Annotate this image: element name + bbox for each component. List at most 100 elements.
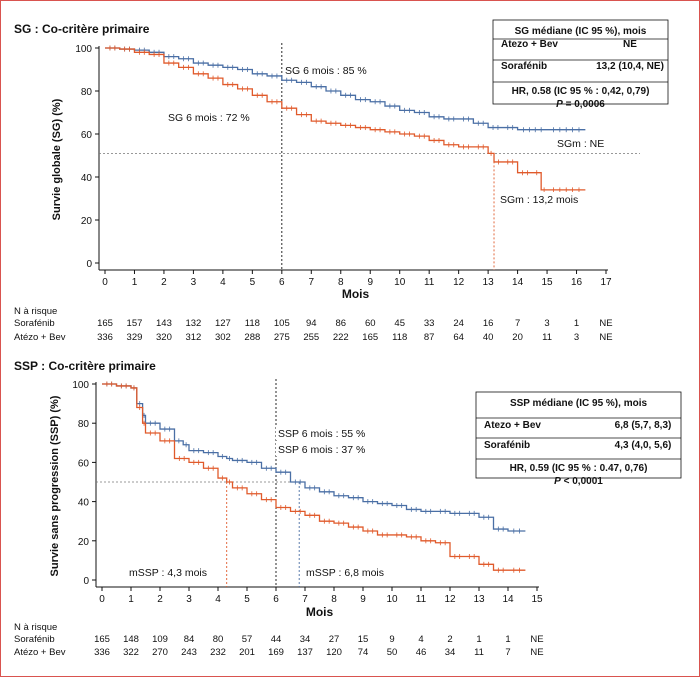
risk-cell: 2 (447, 634, 452, 645)
risk-cell: 270 (152, 647, 168, 658)
stats-row-value: 6,8 (5,7, 8,3) (615, 420, 672, 431)
risk-row-label: Atézo + Bev (14, 332, 66, 343)
stats-box (492, 19, 669, 105)
risk-cell: 322 (123, 647, 139, 658)
x-tick-label: 2 (161, 277, 167, 288)
risk-cell: 34 (445, 647, 456, 658)
risk-cell: 87 (424, 332, 435, 343)
x-tick-label: 1 (128, 594, 134, 605)
x-tick-label: 6 (279, 277, 285, 288)
x-tick-label: 12 (453, 277, 465, 288)
p-value: P = 0,0006 (556, 99, 605, 110)
risk-cell: 222 (333, 332, 349, 343)
risk-cell: 27 (329, 634, 340, 645)
stats-row-label: Sorafénib (484, 440, 530, 451)
risk-cell: 109 (152, 634, 168, 645)
risk-cell: 34 (300, 634, 311, 645)
risk-cell: NE (599, 318, 612, 329)
risk-cell: 120 (326, 647, 342, 658)
p-value: P < 0,0001 (554, 476, 603, 487)
risk-cell: 86 (335, 318, 346, 329)
risk-cell: 105 (274, 318, 290, 329)
x-tick-label: 5 (244, 594, 250, 605)
x-tick-label: 17 (600, 277, 612, 288)
curve-annotation: SGm : NE (557, 138, 604, 150)
risk-cell: 84 (184, 634, 195, 645)
km-curve-sorafenib (105, 47, 586, 191)
x-tick-label: 9 (360, 594, 366, 605)
y-tick-label: 40 (78, 498, 90, 509)
risk-cell: 4 (418, 634, 423, 645)
risk-cell: 44 (271, 634, 282, 645)
risk-cell: 60 (365, 318, 376, 329)
annotation-bg (304, 565, 394, 579)
km-curve-sorafenib (102, 383, 526, 571)
risk-cell: 232 (210, 647, 226, 658)
x-tick-label: 9 (367, 277, 373, 288)
x-tick-label: 13 (473, 594, 485, 605)
risk-cell: 201 (239, 647, 255, 658)
x-axis-label: Mois (306, 605, 334, 619)
x-tick-label: 11 (424, 277, 435, 288)
annotation-bg (166, 110, 262, 124)
risk-cell: 302 (215, 332, 231, 343)
curve-annotation: SSP 6 mois : 55 % (278, 428, 365, 440)
y-tick-label: 60 (78, 458, 90, 469)
risk-cell: 275 (274, 332, 290, 343)
risk-cell: 320 (156, 332, 172, 343)
risk-cell: 7 (505, 647, 510, 658)
risk-cell: 137 (297, 647, 313, 658)
risk-cell: 132 (185, 318, 201, 329)
risk-row-label: Atézo + Bev (14, 647, 66, 658)
y-tick-label: 100 (72, 380, 89, 391)
risk-cell: 312 (185, 332, 201, 343)
stats-row-value: 4,3 (4,0, 5,6) (615, 440, 672, 451)
risk-cell: 127 (215, 318, 231, 329)
stats-row-label: Atezo + Bev (484, 420, 541, 431)
annotation-bg (555, 136, 603, 150)
annotation-bg (283, 63, 379, 77)
y-tick-label: 100 (75, 44, 92, 55)
risk-cell: NE (530, 647, 543, 658)
annotation-bg (276, 442, 378, 456)
annotation-bg (276, 426, 378, 440)
risk-cell: 57 (242, 634, 253, 645)
risk-table-title: N à risque (14, 306, 57, 317)
risk-cell: 3 (574, 332, 579, 343)
risk-cell: 74 (358, 647, 369, 658)
x-tick-label: 0 (102, 277, 108, 288)
curve-annotation: SSP 6 mois : 37 % (278, 444, 365, 456)
p-label: P (556, 99, 563, 110)
curve-annotation: mSSP : 6,8 mois (306, 567, 384, 579)
risk-row-label: Sorafénib (14, 318, 55, 329)
x-tick-label: 12 (444, 594, 456, 605)
risk-cell: 157 (127, 318, 143, 329)
chart-title: SSP : Co-critère primaire (14, 359, 156, 373)
x-tick-label: 7 (302, 594, 308, 605)
risk-cell: 118 (245, 318, 260, 329)
x-tick-label: 3 (186, 594, 192, 605)
risk-cell: 9 (389, 634, 394, 645)
x-tick-label: 6 (273, 594, 279, 605)
chart-title: SG : Co-critère primaire (14, 22, 150, 36)
y-tick-label: 80 (81, 87, 93, 98)
risk-cell: 50 (387, 647, 398, 658)
risk-cell: 143 (156, 318, 172, 329)
x-tick-label: 13 (483, 277, 495, 288)
risk-cell: 165 (94, 634, 110, 645)
curve-annotation: SGm : 13,2 mois (500, 194, 578, 206)
risk-cell: 169 (268, 647, 284, 658)
risk-cell: 11 (474, 647, 484, 658)
risk-cell: 11 (542, 332, 552, 343)
risk-cell: 255 (303, 332, 319, 343)
risk-cell: 20 (512, 332, 523, 343)
risk-cell: 336 (94, 647, 110, 658)
stats-row-label: Atezo + Bev (501, 39, 558, 50)
stats-row-label: Sorafénib (501, 61, 547, 72)
risk-cell: 16 (483, 318, 494, 329)
x-axis-label: Mois (342, 287, 370, 301)
risk-table-title: N à risque (14, 622, 57, 633)
